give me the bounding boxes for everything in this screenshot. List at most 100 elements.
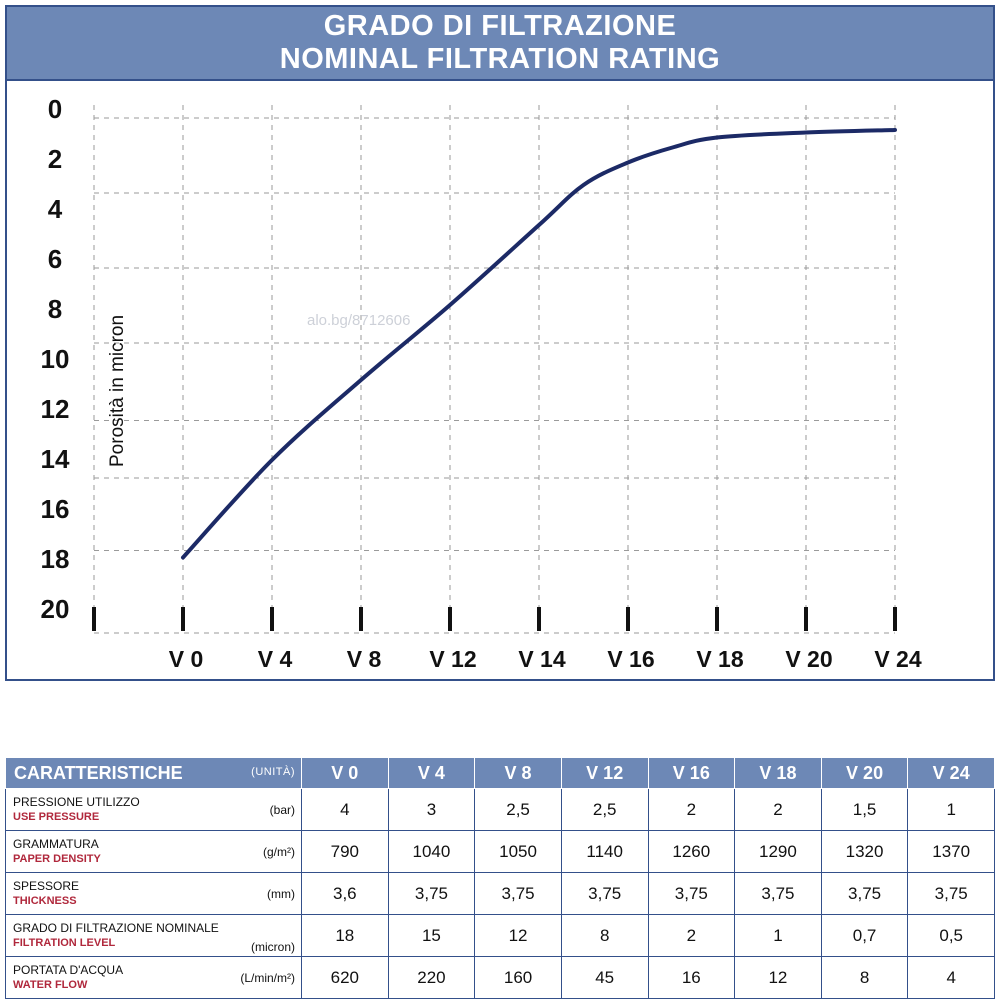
row-label: GRADO DI FILTRAZIONE NOMINALE FILTRATION … xyxy=(5,914,302,957)
row-label-english: PAPER DENSITY xyxy=(13,853,101,865)
y-tick-label: 14 xyxy=(41,444,70,474)
y-tick-label: 10 xyxy=(41,344,70,374)
table-cell: 3,75 xyxy=(734,872,822,915)
column-header: V 20 xyxy=(820,757,909,789)
characteristics-heading: CARATTERISTICHE xyxy=(14,762,183,783)
table-cell: 1140 xyxy=(560,830,649,873)
row-label-english: USE PRESSURE xyxy=(13,811,100,823)
table-cell: 1260 xyxy=(647,830,736,873)
filtration-curve xyxy=(181,128,897,560)
table-cell: 1370 xyxy=(907,830,995,873)
table-cell: 12 xyxy=(474,914,562,957)
table-cell: 3,75 xyxy=(560,872,649,915)
watermark: alo.bg/8712606 xyxy=(307,312,411,329)
table-cell: 2 xyxy=(734,788,822,831)
table-cell: 18 xyxy=(301,914,389,957)
row-label-italian: PORTATA D'ACQUA xyxy=(13,963,124,977)
x-tick-label: V 4 xyxy=(258,646,293,672)
row-label-english: FILTRATION LEVEL xyxy=(13,937,116,949)
row-label: PRESSIONE UTILIZZO USE PRESSURE (bar) xyxy=(5,788,302,831)
row-label-english: WATER FLOW xyxy=(13,979,88,991)
table-cell: 620 xyxy=(301,956,389,999)
table-cell: 12 xyxy=(734,956,822,999)
row-unit: (g/m²) xyxy=(263,844,295,859)
x-tick-label: V 0 xyxy=(169,646,204,672)
x-tick-label: V 16 xyxy=(607,646,654,672)
row-label-italian: PRESSIONE UTILIZZO xyxy=(13,795,140,809)
table-cell: 3 xyxy=(387,788,476,831)
table-cell: 2 xyxy=(647,788,736,831)
table-cell: 8 xyxy=(820,956,909,999)
table-cell: 1290 xyxy=(734,830,822,873)
x-tick-label: V 24 xyxy=(874,646,922,672)
column-header: V 4 xyxy=(387,757,476,789)
table-cell: 1040 xyxy=(387,830,476,873)
table-cell: 3,75 xyxy=(820,872,909,915)
table-cell: 2 xyxy=(647,914,736,957)
table-cell: 790 xyxy=(301,830,389,873)
row-unit: (bar) xyxy=(269,802,295,817)
x-tick-label: V 18 xyxy=(696,646,744,672)
table-cell: 3,75 xyxy=(474,872,562,915)
x-tick-label: V 20 xyxy=(785,646,832,672)
x-tick-label: V 14 xyxy=(518,646,566,672)
table-cell: 0,5 xyxy=(907,914,995,957)
y-tick-label: 18 xyxy=(41,544,70,574)
table-cell: 1,5 xyxy=(820,788,909,831)
column-header: V 18 xyxy=(734,757,822,789)
row-label-italian: SPESSORE xyxy=(13,879,80,893)
y-tick-label: 6 xyxy=(48,244,62,274)
table-cell: 3,75 xyxy=(647,872,736,915)
table-cell: 0,7 xyxy=(820,914,909,957)
column-header: V 24 xyxy=(907,757,995,789)
table-cell: 15 xyxy=(387,914,476,957)
row-label-english: THICKNESS xyxy=(13,895,77,907)
table-cell: 3,75 xyxy=(387,872,476,915)
y-tick-label: 4 xyxy=(48,194,63,224)
table-row: GRADO DI FILTRAZIONE NOMINALE FILTRATION … xyxy=(5,914,995,957)
table-cell: 2,5 xyxy=(560,788,649,831)
column-header: V 0 xyxy=(301,757,389,789)
unit-heading: (UNITÀ) xyxy=(251,766,295,778)
y-tick-label: 0 xyxy=(48,94,62,124)
table-row: SPESSORE THICKNESS (mm) 3,6 3,75 3,75 3,75 3,75… xyxy=(5,872,995,915)
table-cell: 1050 xyxy=(474,830,562,873)
table-cell: 3,75 xyxy=(907,872,995,915)
row-unit: (mm) xyxy=(267,886,295,901)
x-tick-label: V 12 xyxy=(429,646,476,672)
y-tick-label: 8 xyxy=(48,294,62,324)
table-cell: 1 xyxy=(734,914,822,957)
chart-header: GRADO DI FILTRAZIONE NOMINAL FILTRATION … xyxy=(7,7,993,81)
table-cell: 45 xyxy=(560,956,649,999)
table-row: PORTATA D'ACQUA WATER FLOW (L/min/m²) 620 22… xyxy=(5,956,995,999)
table-cell: 220 xyxy=(387,956,476,999)
row-unit: (L/min/m²) xyxy=(240,970,295,985)
table-cell: 8 xyxy=(560,914,649,957)
filtration-chart: 0 2 4 6 8 10 12 14 16 18 20 V 0 V 4 V 8 V 12 V 14 V 16 V … xyxy=(41,94,922,672)
table-header-label: CARATTERISTICHE (UNITÀ) xyxy=(5,757,302,789)
row-label: GRAMMATURA PAPER DENSITY (g/m²) xyxy=(5,830,302,873)
table-cell: 1 xyxy=(907,788,995,831)
table-cell: 2,5 xyxy=(474,788,562,831)
y-tick-label: 2 xyxy=(48,144,62,174)
y-tick-label: 20 xyxy=(41,594,70,624)
x-tick-label: V 8 xyxy=(347,646,382,672)
table-body: PRESSIONE UTILIZZO USE PRESSURE (bar) 4 3 2,5… xyxy=(5,788,995,999)
y-axis-label: Porosità in micron xyxy=(107,315,128,467)
chart-title-italian: GRADO DI FILTRAZIONE xyxy=(323,10,677,42)
y-tick-label: 12 xyxy=(41,394,70,424)
chart-title-english: NOMINAL FILTRATION RATING xyxy=(279,43,721,75)
row-label-italian: GRADO DI FILTRAZIONE NOMINALE xyxy=(13,921,219,935)
table-row: PRESSIONE UTILIZZO USE PRESSURE (bar) 4 3 2,5… xyxy=(5,788,995,831)
table-cell: 16 xyxy=(647,956,736,999)
row-unit: (micron) xyxy=(251,940,295,954)
column-header: V 8 xyxy=(474,757,562,789)
table-row: GRAMMATURA PAPER DENSITY (g/m²) 790 1040 1050… xyxy=(5,830,995,873)
y-tick-label: 16 xyxy=(41,494,70,524)
row-label-italian: GRAMMATURA xyxy=(13,837,99,851)
table-cell: 4 xyxy=(907,956,995,999)
table-cell: 3,6 xyxy=(301,872,389,915)
chart-panel: GRADO DI FILTRAZIONE NOMINAL FILTRATION … xyxy=(5,5,995,681)
